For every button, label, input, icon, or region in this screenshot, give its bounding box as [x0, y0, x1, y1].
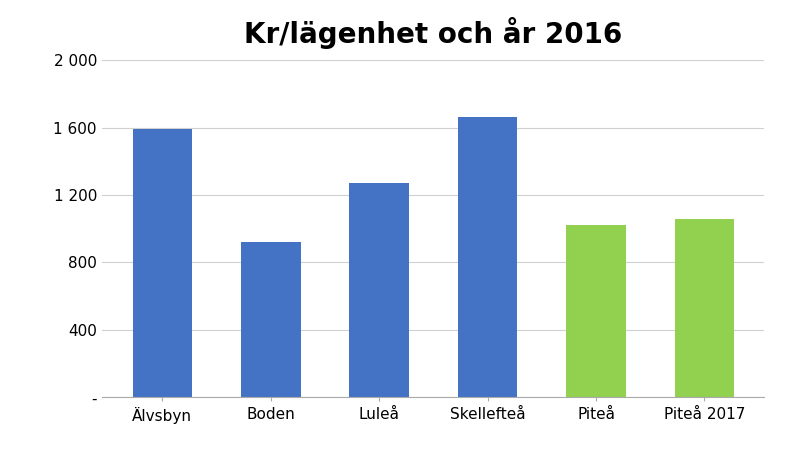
Title: Kr/lägenhet och år 2016: Kr/lägenhet och år 2016 [244, 18, 623, 49]
Bar [567, 225, 626, 397]
Bar [675, 219, 734, 397]
Bar [132, 129, 192, 397]
Bar [349, 183, 409, 397]
Bar [241, 242, 300, 397]
Bar [458, 117, 518, 397]
